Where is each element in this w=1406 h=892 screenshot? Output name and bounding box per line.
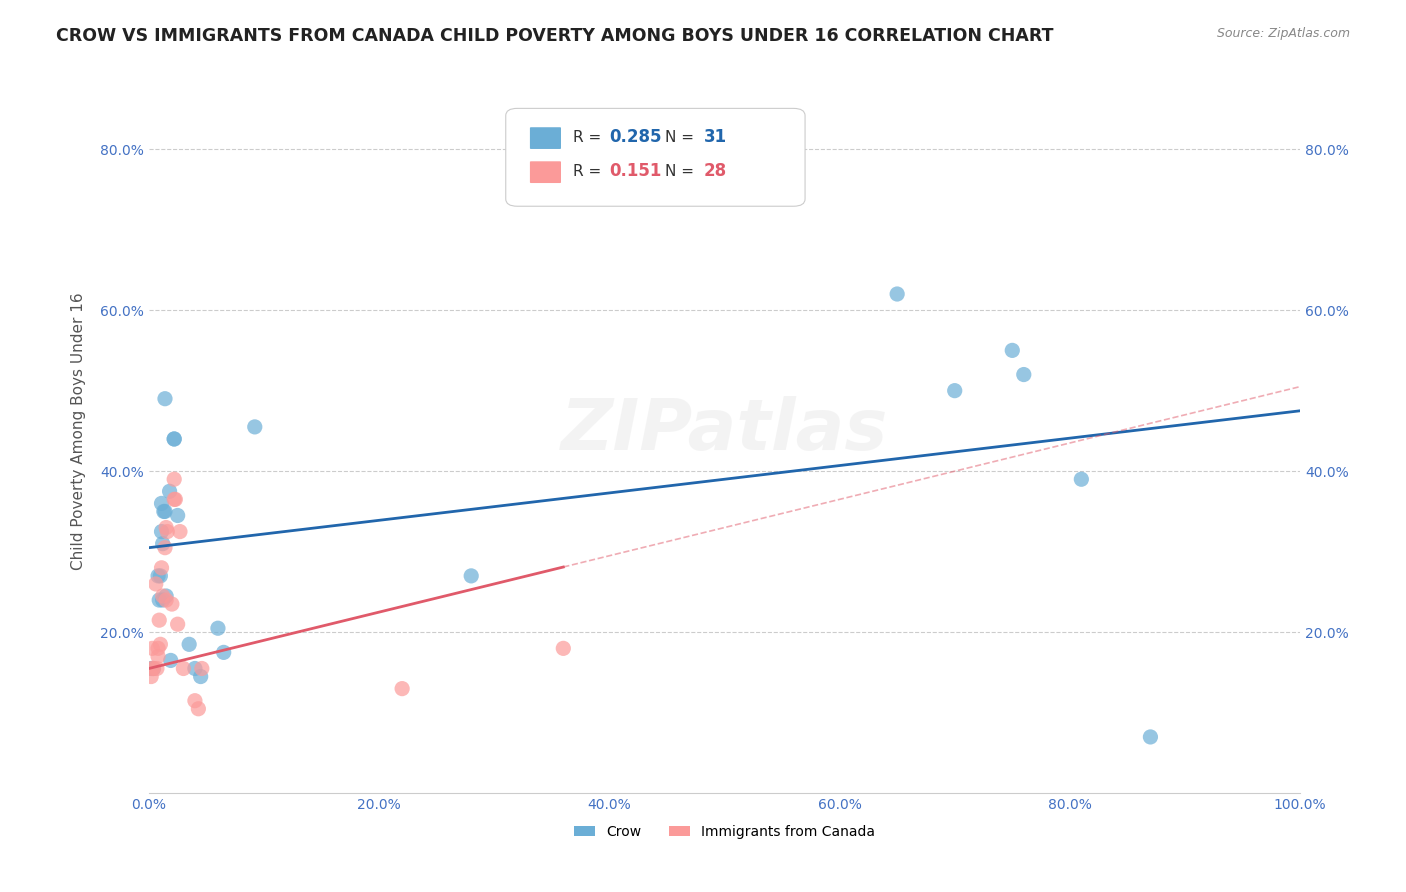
- Point: [146, 649, 169, 664]
- Point: [149, 569, 172, 583]
- Point: [207, 621, 229, 635]
- Point: [1001, 343, 1024, 358]
- Point: [179, 637, 201, 651]
- Point: [155, 589, 177, 603]
- Point: [159, 653, 181, 667]
- Point: [166, 617, 188, 632]
- Point: [148, 613, 170, 627]
- Point: [184, 661, 207, 675]
- Text: CROW VS IMMIGRANTS FROM CANADA CHILD POVERTY AMONG BOYS UNDER 16 CORRELATION CHA: CROW VS IMMIGRANTS FROM CANADA CHILD POV…: [56, 27, 1053, 45]
- Point: [163, 492, 186, 507]
- Point: [150, 561, 173, 575]
- Point: [163, 472, 186, 486]
- Point: [153, 541, 176, 555]
- Point: [153, 392, 176, 406]
- Point: [166, 508, 188, 523]
- Point: [184, 694, 207, 708]
- Point: [146, 661, 169, 675]
- Point: [163, 432, 186, 446]
- Text: N =: N =: [665, 164, 699, 179]
- Point: [243, 420, 266, 434]
- Point: [141, 641, 163, 656]
- Point: [191, 661, 214, 675]
- Point: [155, 520, 177, 534]
- Point: [190, 669, 212, 683]
- Point: [153, 504, 176, 518]
- Point: [153, 504, 176, 518]
- Point: [141, 661, 163, 675]
- Point: [146, 569, 169, 583]
- Point: [553, 641, 575, 656]
- Point: [141, 661, 163, 675]
- Point: [160, 597, 183, 611]
- Point: [212, 645, 235, 659]
- FancyBboxPatch shape: [530, 161, 561, 183]
- FancyBboxPatch shape: [530, 128, 561, 149]
- Point: [149, 637, 172, 651]
- Text: Source: ZipAtlas.com: Source: ZipAtlas.com: [1216, 27, 1350, 40]
- Point: [1012, 368, 1035, 382]
- Point: [169, 524, 191, 539]
- Point: [460, 569, 482, 583]
- Text: 28: 28: [704, 162, 727, 180]
- Point: [150, 496, 173, 510]
- Text: 0.151: 0.151: [609, 162, 662, 180]
- Point: [165, 492, 187, 507]
- Y-axis label: Child Poverty Among Boys Under 16: Child Poverty Among Boys Under 16: [72, 292, 86, 570]
- Text: N =: N =: [665, 130, 699, 145]
- Point: [187, 702, 209, 716]
- Point: [1139, 730, 1161, 744]
- Point: [886, 287, 908, 301]
- Point: [155, 593, 177, 607]
- Point: [159, 484, 181, 499]
- Text: 31: 31: [704, 128, 727, 146]
- Point: [152, 589, 174, 603]
- Point: [172, 661, 194, 675]
- Point: [148, 593, 170, 607]
- Text: R =: R =: [572, 164, 606, 179]
- FancyBboxPatch shape: [506, 109, 806, 206]
- Legend: Crow, Immigrants from Canada: Crow, Immigrants from Canada: [568, 819, 880, 845]
- Point: [142, 661, 165, 675]
- Point: [1070, 472, 1092, 486]
- Point: [943, 384, 966, 398]
- Point: [163, 432, 186, 446]
- Point: [146, 641, 169, 656]
- Point: [152, 536, 174, 550]
- Point: [391, 681, 413, 696]
- Point: [150, 524, 173, 539]
- Text: ZIPatlas: ZIPatlas: [561, 396, 889, 466]
- Text: R =: R =: [572, 130, 606, 145]
- Point: [145, 577, 167, 591]
- Point: [156, 524, 179, 539]
- Point: [142, 661, 165, 675]
- Text: 0.285: 0.285: [609, 128, 662, 146]
- Point: [141, 669, 163, 683]
- Point: [152, 593, 174, 607]
